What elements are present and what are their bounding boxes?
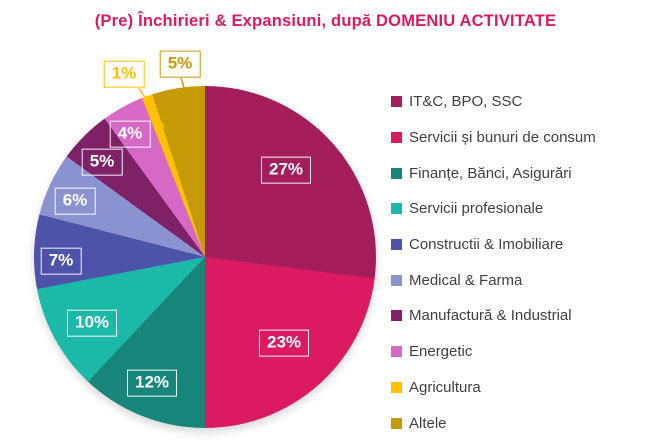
legend-swatch-icon (391, 381, 402, 393)
legend-swatch-icon (391, 346, 402, 358)
pie-label-medical-farma: 6% (54, 187, 96, 215)
pie-label-manufactura-industrial: 5% (81, 148, 123, 176)
legend-item-label: Medical & Farma (409, 271, 523, 289)
legend-item-servicii-profesionale[interactable]: Servicii profesionale (391, 191, 596, 227)
legend-item-altele[interactable]: Altele (391, 405, 596, 441)
pie-label-energetic: 4% (109, 120, 151, 148)
legend-swatch-icon (391, 274, 402, 286)
pie-label-finante-banci-asigurari: 12% (126, 369, 178, 397)
legend-item-energetic[interactable]: Energetic (391, 334, 596, 370)
legend-item-label: Altele (409, 414, 447, 432)
legend-swatch-icon (391, 310, 402, 322)
pie-label-servicii-profesionale: 10% (66, 309, 118, 337)
pie-label-altele: 5% (159, 50, 201, 78)
legend-item-servicii-bunuri-consum[interactable]: Servicii și bunuri de consum (391, 120, 596, 156)
pie-label-itc-bpo-ssc: 27% (260, 156, 312, 184)
legend: IT&C, BPO, SSC Servicii și bunuri de con… (391, 84, 596, 441)
legend-item-label: Constructii & Imobiliare (409, 236, 564, 254)
legend-item-label: Agricultura (409, 378, 481, 396)
pie[interactable] (34, 86, 376, 428)
legend-item-constructii-imobiliare[interactable]: Constructii & Imobiliare (391, 227, 596, 263)
legend-item-label: IT&C, BPO, SSC (409, 93, 523, 111)
legend-swatch-icon (391, 96, 402, 108)
pie-label-agricultura: 1% (103, 60, 145, 88)
legend-item-finante-banci-asigurari[interactable]: Finanțe, Bănci, Asigurări (391, 155, 596, 191)
pie-label-servicii-bunuri-consum: 23% (258, 329, 310, 357)
legend-item-itc-bpo-ssc[interactable]: IT&C, BPO, SSC (391, 84, 596, 120)
legend-item-label: Energetic (409, 343, 473, 361)
legend-swatch-icon (391, 132, 402, 144)
legend-item-label: Finanțe, Bănci, Asigurări (409, 164, 572, 182)
legend-swatch-icon (391, 239, 402, 251)
legend-item-medical-farma[interactable]: Medical & Farma (391, 262, 596, 298)
legend-item-label: Manufactură & Industrial (409, 307, 572, 325)
chart-title: (Pre) Închirieri & Expansiuni, după DOME… (94, 12, 557, 30)
legend-swatch-icon (391, 167, 402, 179)
legend-swatch-icon (391, 203, 402, 215)
pie-label-constructii-imobiliare: 7% (40, 247, 82, 275)
legend-item-label: Servicii profesionale (409, 200, 544, 218)
legend-item-agricultura[interactable]: Agricultura (391, 370, 596, 406)
legend-swatch-icon (391, 417, 402, 429)
legend-item-label: Servicii și bunuri de consum (409, 129, 596, 147)
legend-item-manufactura-industrial[interactable]: Manufactură & Industrial (391, 298, 596, 334)
